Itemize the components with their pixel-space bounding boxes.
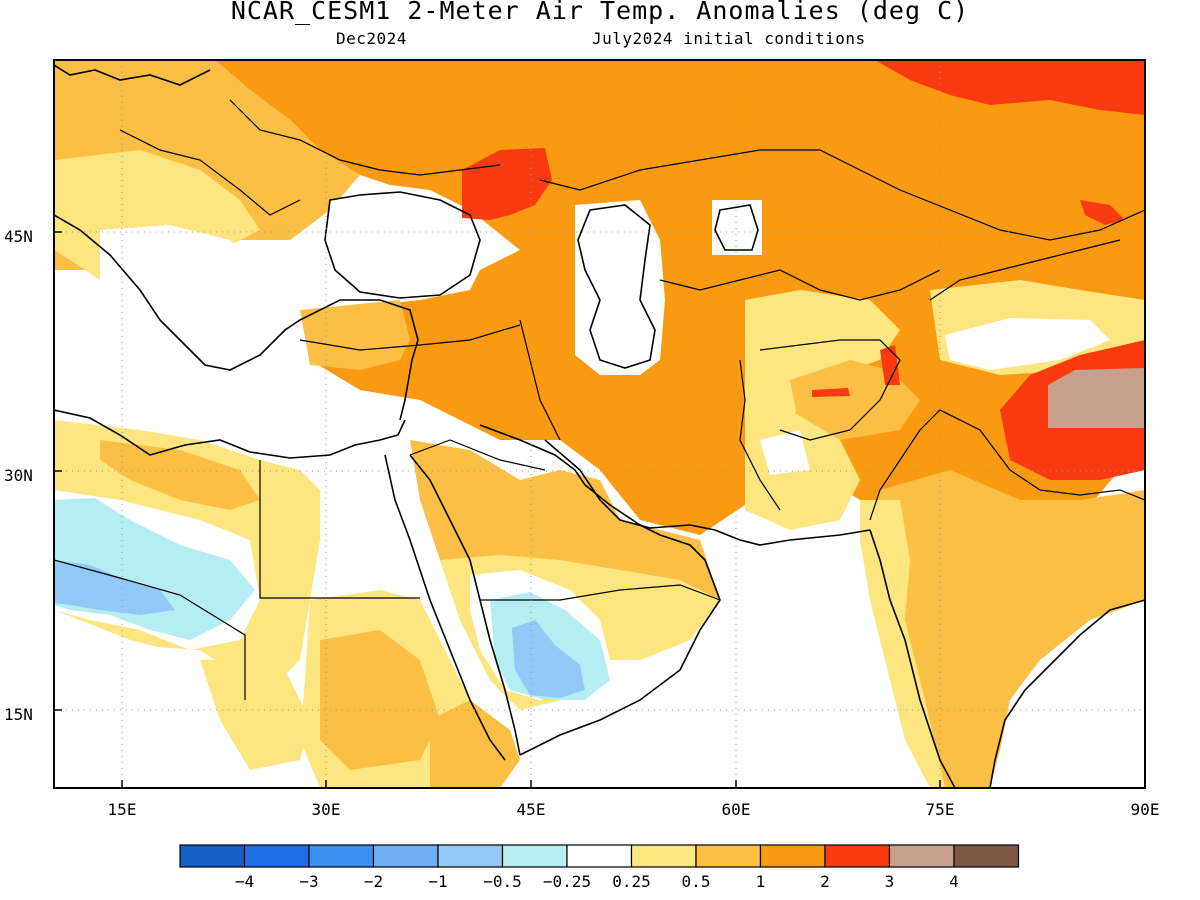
border-europe-east	[119, 129, 301, 216]
border-kazakhstan-south	[659, 269, 941, 301]
anomaly-region-central-sahara-cold	[54, 560, 175, 615]
lon-label-90: 90E	[1131, 800, 1160, 819]
anomaly-field	[54, 60, 1145, 788]
colorbar-swatch	[824, 844, 891, 868]
coastline-caspian-sea	[577, 204, 656, 369]
colorbar-label: −0.5	[483, 872, 522, 891]
colorbar-label: 0.25	[612, 872, 651, 891]
axis-ticks	[54, 231, 941, 788]
colorbar-swatch	[695, 844, 762, 868]
coastline-africa-north	[54, 409, 406, 459]
initial-conditions-label: July2024 initial conditions	[592, 29, 866, 48]
colorbar-label: −3	[299, 872, 318, 891]
border-russia-west	[229, 99, 501, 176]
border-india-china	[939, 409, 1145, 501]
colorbar-label: 3	[885, 872, 895, 891]
anomaly-region-libya-warm	[100, 440, 260, 510]
coastline-aral-sea	[714, 204, 759, 251]
colorbar-swatch	[759, 844, 826, 868]
border-china-west	[929, 239, 1121, 301]
anomaly-region-afghan-hot	[812, 388, 850, 397]
coastline-arabia-south	[479, 424, 721, 756]
anomaly-region-aral-neutral	[712, 200, 762, 255]
lon-label-30: 30E	[312, 800, 341, 819]
coastline-gulf	[544, 439, 871, 546]
anomaly-region-middle-east-warm	[300, 300, 410, 370]
anomaly-region-black-sea-neutral	[330, 195, 490, 300]
colorbar-swatch	[630, 844, 697, 868]
anomaly-region-pakistan-neutral	[760, 430, 810, 475]
map-frame	[53, 59, 1146, 789]
anomaly-region-ethiopia-warm	[430, 700, 520, 788]
coastline-india-east	[989, 599, 1145, 788]
lon-label-45: 45E	[517, 800, 546, 819]
anomaly-region-tarim-neutral	[945, 318, 1110, 370]
colorbar-label: −0.25	[543, 872, 591, 891]
colorbar: −4 −3 −2 −1 −0.5 −0.25 0.25 0.5 1 2 3 4	[179, 844, 1020, 891]
coastline-red-sea-west	[384, 454, 506, 761]
lat-label-45: 45N	[4, 227, 33, 246]
anomaly-region-balkans-neutral	[100, 225, 300, 380]
colorbar-swatch	[372, 844, 439, 868]
border-libya-chad	[54, 559, 246, 700]
colorbar-label: 1	[756, 872, 766, 891]
colorbar-swatch	[501, 844, 568, 868]
border-iran-iraq	[519, 319, 561, 441]
anomaly-region-caspian-neutral	[575, 200, 665, 375]
border-saudi-south	[480, 584, 721, 601]
border-turkey-south	[299, 324, 521, 351]
colorbar-label: −2	[364, 872, 383, 891]
colorbar-swatch	[953, 844, 1020, 868]
border-afghanistan	[759, 339, 901, 441]
anomaly-region-india-west-light	[860, 500, 945, 788]
coastline-europe-north	[54, 64, 211, 86]
country-borders	[54, 99, 1145, 700]
anomaly-region-yemen-cold-core	[512, 620, 585, 698]
lon-label-75: 75E	[926, 800, 955, 819]
lon-tick-labels: 15E 30E 45E 60E 75E 90E	[108, 800, 1160, 819]
valid-month-label: Dec2024	[336, 29, 407, 48]
anomaly-region-altai-hot	[1080, 200, 1125, 225]
coastline-india-west	[869, 529, 956, 788]
plot-title: NCAR_CESM1 2-Meter Air Temp. Anomalies (…	[230, 0, 970, 25]
colorbar-swatch	[243, 844, 310, 868]
anomaly-region-northern-kazakhstan-hot	[875, 60, 1145, 115]
border-egypt-sudan	[259, 460, 420, 599]
colorbar-swatch	[308, 844, 375, 868]
anomaly-region-chad-light	[200, 660, 310, 770]
border-saudi-north	[409, 439, 546, 471]
colorbar-label: −1	[428, 872, 447, 891]
anomaly-region-volga-region-hot	[462, 148, 552, 220]
anomaly-region-western-asia-central-asia-warm	[215, 60, 1145, 535]
anomaly-region-tibet-plateau-very-hot	[1048, 368, 1145, 428]
colorbar-label: −4	[235, 872, 254, 891]
lat-tick-labels: 45N 30N 15N	[4, 227, 33, 724]
colorbar-swatch	[566, 844, 633, 868]
anomaly-region-india-warm	[870, 470, 1145, 788]
anomaly-region-sudan-warm	[320, 630, 440, 770]
colorbar-label: 4	[949, 872, 959, 891]
colorbar-swatch	[888, 844, 955, 868]
border-russia-kazakhstan	[539, 149, 1145, 241]
coastline-black-sea	[324, 191, 481, 299]
colorbar-label: 0.5	[682, 872, 711, 891]
lat-label-30: 30N	[4, 466, 33, 485]
graticule	[54, 60, 1145, 788]
lat-label-15: 15N	[4, 705, 33, 724]
coastline-mediterranean-north	[54, 214, 419, 421]
lon-label-15: 15E	[108, 800, 137, 819]
colorbar-swatch	[179, 844, 246, 868]
border-iran-east	[739, 359, 781, 511]
lon-label-60: 60E	[722, 800, 751, 819]
colorbar-label: 2	[820, 872, 830, 891]
colorbar-swatch	[437, 844, 504, 868]
